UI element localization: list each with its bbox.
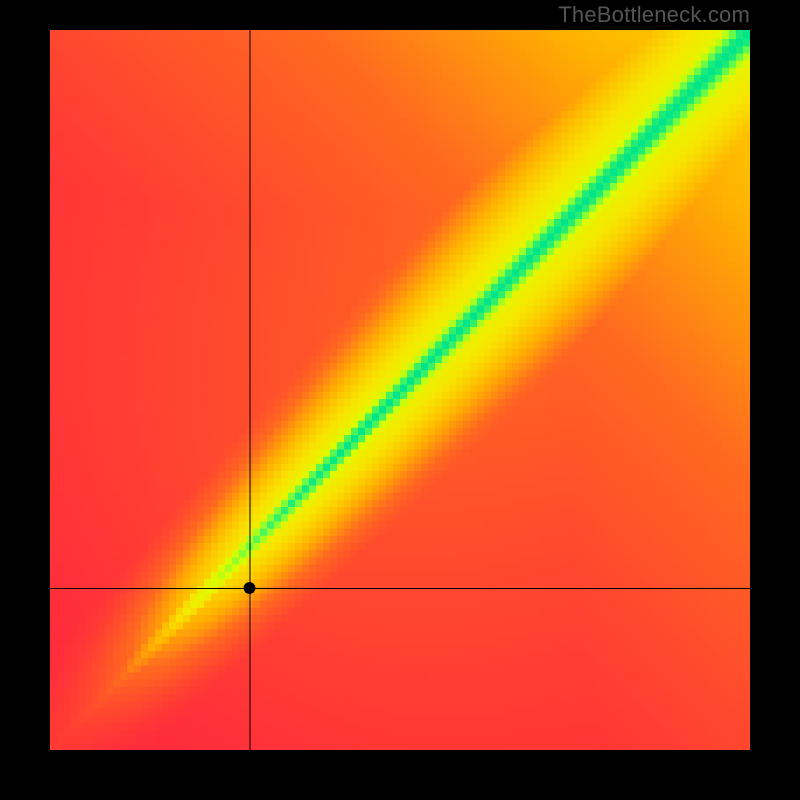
figure-container: TheBottleneck.com: [0, 0, 800, 800]
plot-frame: [50, 30, 750, 750]
attribution-text: TheBottleneck.com: [558, 2, 750, 28]
bottleneck-heatmap-canvas: [50, 30, 750, 750]
